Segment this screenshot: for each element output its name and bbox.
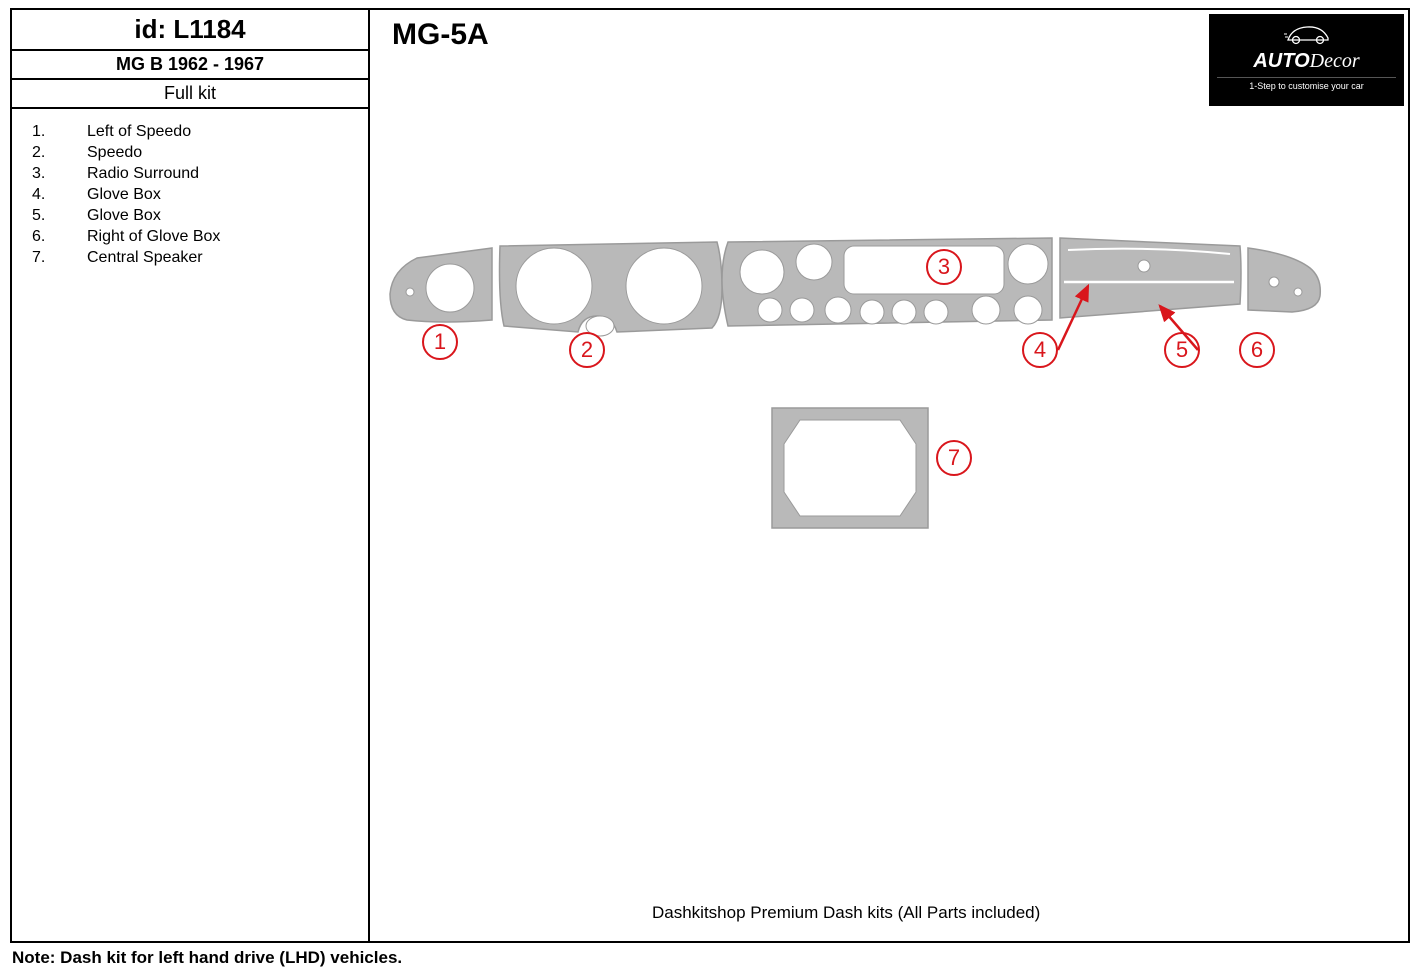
- callout-4: 4: [1022, 332, 1058, 368]
- bottom-note: Note: Dash kit for left hand drive (LHD)…: [12, 948, 402, 968]
- parts-list-item: 2.Speedo: [32, 144, 348, 162]
- parts-list-item: 5.Glove Box: [32, 207, 348, 225]
- callout-3: 3: [926, 249, 962, 285]
- part-number: 1.: [32, 123, 87, 141]
- main-frame: id: L1184 MG B 1962 - 1967 Full kit 1.Le…: [10, 8, 1410, 943]
- part-number: 7.: [32, 249, 87, 267]
- part-name: Glove Box: [87, 186, 161, 204]
- callout-6: 6: [1239, 332, 1275, 368]
- part-4-5-shape: [1060, 238, 1241, 318]
- parts-list-item: 3.Radio Surround: [32, 165, 348, 183]
- parts-list-item: 4.Glove Box: [32, 186, 348, 204]
- model-header: MG B 1962 - 1967: [12, 51, 368, 80]
- callout-1: 1: [422, 324, 458, 360]
- part-number: 3.: [32, 165, 87, 183]
- callout-5: 5: [1164, 332, 1200, 368]
- diagram-footer: Dashkitshop Premium Dash kits (All Parts…: [652, 903, 1040, 923]
- parts-list-item: 7.Central Speaker: [32, 249, 348, 267]
- part-number: 6.: [32, 228, 87, 246]
- part-number: 2.: [32, 144, 87, 162]
- part-number: 5.: [32, 207, 87, 225]
- part-name: Radio Surround: [87, 165, 199, 183]
- parts-list-item: 1.Left of Speedo: [32, 123, 348, 141]
- dashboard-diagram: [372, 10, 1412, 570]
- kit-type: Full kit: [12, 80, 368, 109]
- callout-7: 7: [936, 440, 972, 476]
- part-1-shape: [390, 248, 492, 322]
- part-name: Central Speaker: [87, 249, 203, 267]
- parts-list: 1.Left of Speedo2.Speedo3.Radio Surround…: [12, 109, 368, 284]
- sidebar: id: L1184 MG B 1962 - 1967 Full kit 1.Le…: [12, 10, 370, 941]
- id-header: id: L1184: [12, 10, 368, 51]
- callout-2: 2: [569, 332, 605, 368]
- part-name: Glove Box: [87, 207, 161, 225]
- part-name: Left of Speedo: [87, 123, 191, 141]
- part-6-shape: [1248, 248, 1320, 312]
- parts-list-item: 6.Right of Glove Box: [32, 228, 348, 246]
- part-name: Speedo: [87, 144, 142, 162]
- diagram-area: MG-5A AUTODecor 1-Step to customise your…: [372, 10, 1408, 941]
- part-7-shape: [772, 408, 928, 528]
- part-3-shape: [722, 238, 1052, 326]
- part-2-shape: [500, 242, 723, 336]
- part-number: 4.: [32, 186, 87, 204]
- part-name: Right of Glove Box: [87, 228, 220, 246]
